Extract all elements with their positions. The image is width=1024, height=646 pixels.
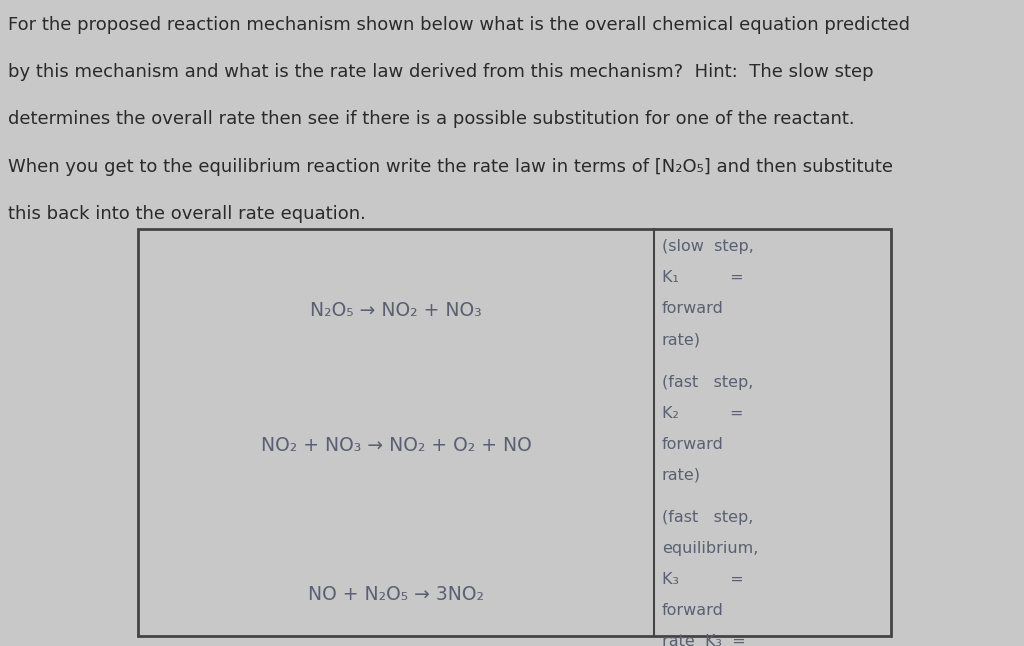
Text: NO + N₂O₅ → 3NO₂: NO + N₂O₅ → 3NO₂ <box>308 585 484 604</box>
Text: equilibrium,: equilibrium, <box>662 541 759 556</box>
Bar <box>138 229 891 636</box>
Text: (fast   step,: (fast step, <box>662 510 754 525</box>
Text: rate  K₃  =: rate K₃ = <box>662 634 745 646</box>
Text: rate): rate) <box>662 468 701 483</box>
Text: For the proposed reaction mechanism shown below what is the overall chemical equ: For the proposed reaction mechanism show… <box>8 16 910 34</box>
Text: K₁          =: K₁ = <box>662 270 743 285</box>
Text: (slow  step,: (slow step, <box>662 239 754 254</box>
Text: determines the overall rate then see if there is a possible substitution for one: determines the overall rate then see if … <box>8 110 855 129</box>
Text: forward: forward <box>662 437 724 452</box>
Text: NO₂ + NO₃ → NO₂ + O₂ + NO: NO₂ + NO₃ → NO₂ + O₂ + NO <box>261 436 531 455</box>
Text: this back into the overall rate equation.: this back into the overall rate equation… <box>8 205 366 223</box>
Text: forward: forward <box>662 603 724 618</box>
Text: N₂O₅ → NO₂ + NO₃: N₂O₅ → NO₂ + NO₃ <box>310 300 482 320</box>
Text: forward: forward <box>662 301 724 316</box>
Text: K₃          =: K₃ = <box>662 572 743 587</box>
Text: When you get to the equilibrium reaction write the rate law in terms of [N₂O₅] a: When you get to the equilibrium reaction… <box>8 158 893 176</box>
Text: (fast   step,: (fast step, <box>662 375 754 390</box>
Text: rate): rate) <box>662 332 701 347</box>
Text: K₂          =: K₂ = <box>662 406 743 421</box>
Text: by this mechanism and what is the rate law derived from this mechanism?  Hint:  : by this mechanism and what is the rate l… <box>8 63 873 81</box>
